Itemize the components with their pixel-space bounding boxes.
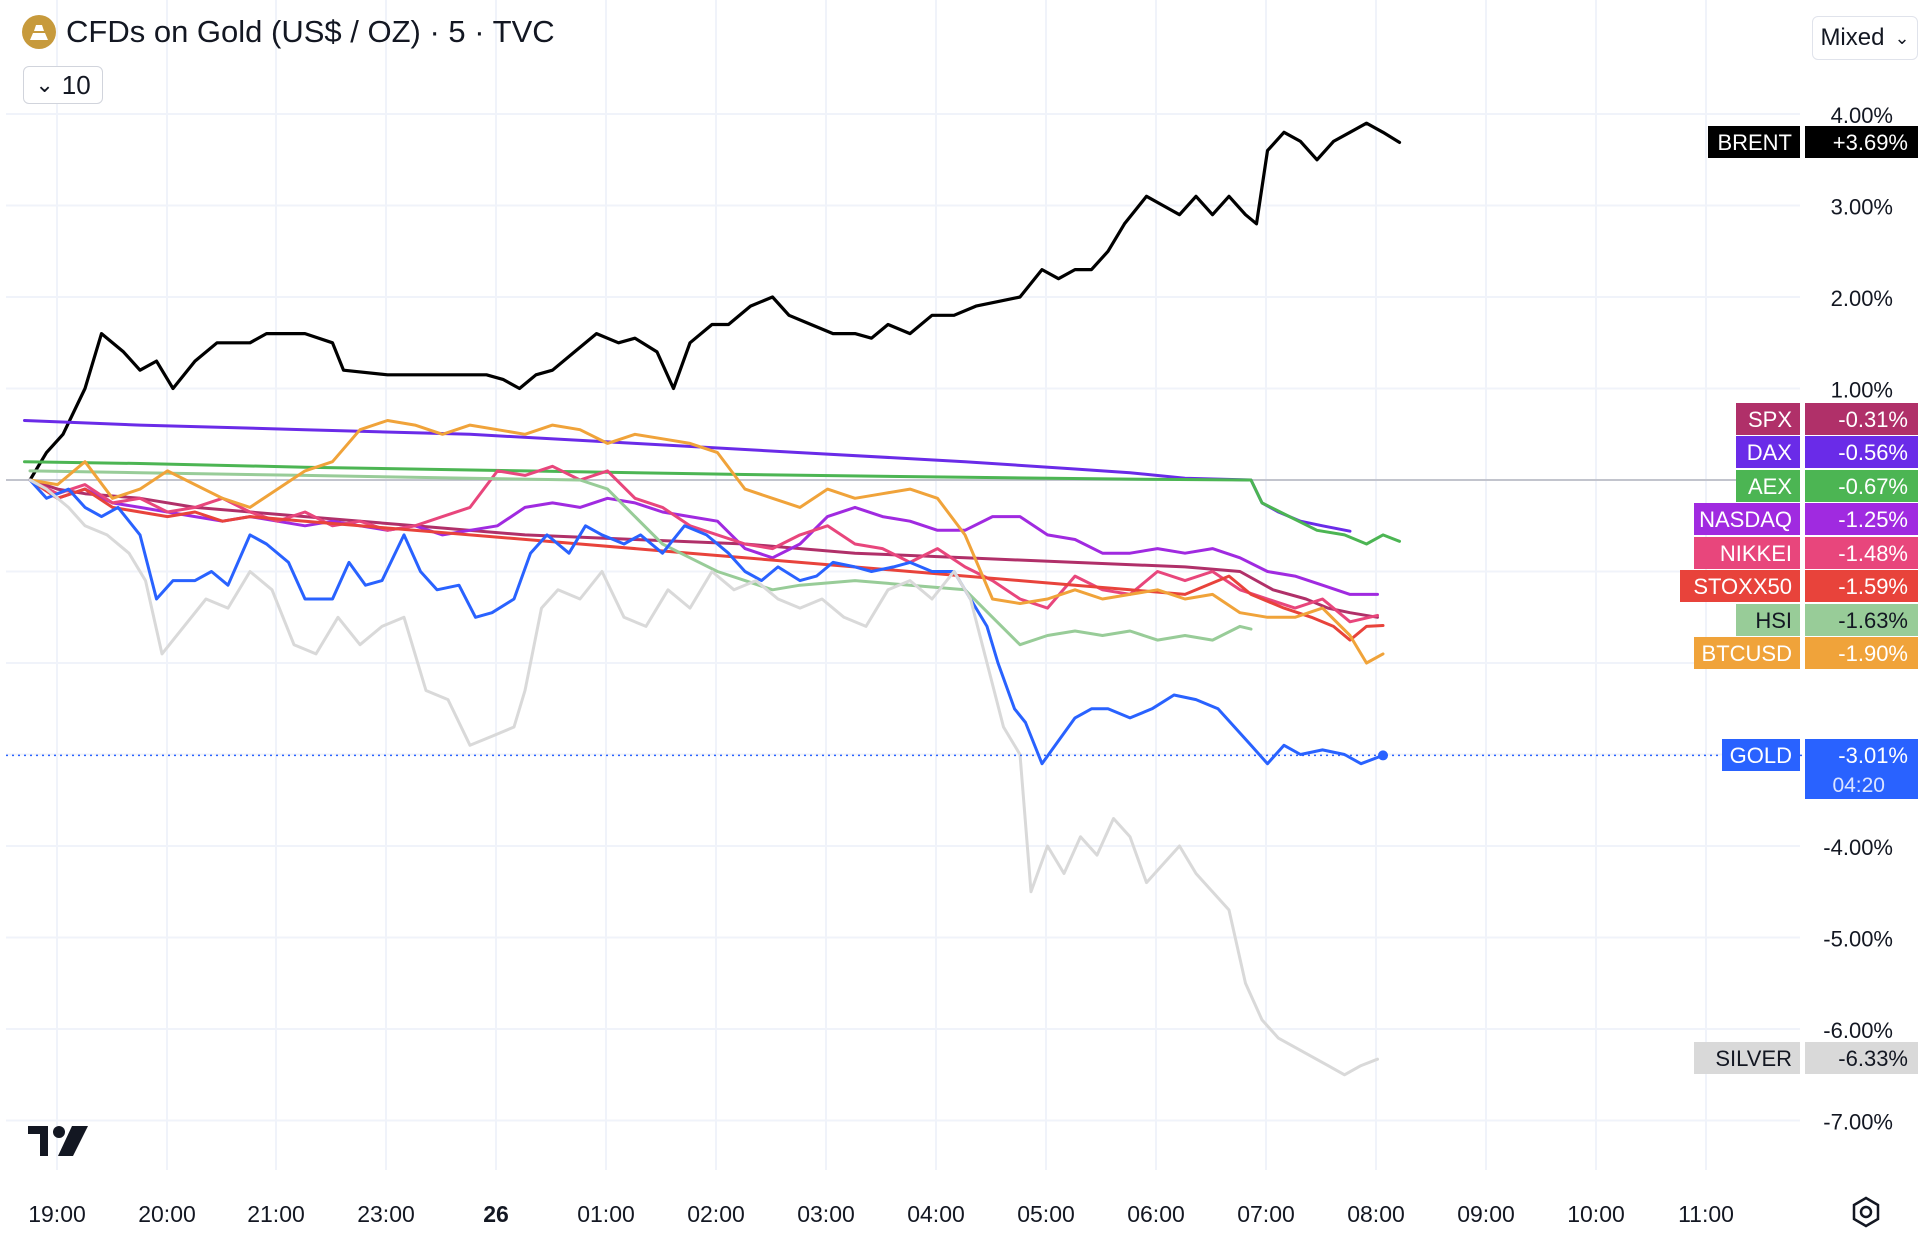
- y-axis: 4.00% 3.00% 2.00% 1.00% -4.00% -5.00% -6.00% -7…: [1823, 103, 1893, 1135]
- x-tick-label: 08:00: [1347, 1201, 1405, 1227]
- x-tick-label: 26: [483, 1201, 509, 1227]
- series-tag-name: AEX: [1748, 474, 1792, 499]
- series-tag-name: GOLD: [1730, 743, 1792, 768]
- series-tag-value: -1.90%: [1838, 641, 1908, 666]
- series-tag-name-bg: [1736, 604, 1800, 636]
- series-line-stoxx50: [28, 478, 1385, 642]
- series-tag-name-bg: [1694, 637, 1800, 669]
- series-tag-name-bg: [1680, 570, 1800, 602]
- series-tag-value: -1.48%: [1838, 541, 1908, 566]
- x-tick-label: 11:00: [1678, 1201, 1734, 1227]
- x-tick-label: 06:00: [1127, 1201, 1185, 1227]
- series-line-brent: [28, 121, 1402, 482]
- y-tick-label: 4.00%: [1831, 103, 1893, 128]
- series-line-nikkei: [28, 464, 1379, 624]
- grid: [6, 0, 1800, 1170]
- series-tag-name: NASDAQ: [1699, 507, 1792, 532]
- series-tag-value: -3.01%: [1838, 743, 1908, 768]
- series-tag-name-bg: [1694, 537, 1800, 569]
- scale-mode-select[interactable]: Mixed ⌄: [1812, 16, 1918, 60]
- series-line-aex: [23, 460, 1401, 546]
- chevron-down-icon: ⌄: [35, 72, 54, 97]
- chart-title-bar[interactable]: CFDs on Gold (US$ / OZ) · 5 · TVC: [22, 14, 555, 50]
- x-tick-label: 23:00: [357, 1201, 415, 1227]
- series-tag-value-bg: [1805, 604, 1918, 636]
- scale-mode-label: Mixed: [1820, 24, 1885, 51]
- y-tick-label: -7.00%: [1823, 1110, 1893, 1135]
- series-tag-name: SILVER: [1715, 1046, 1792, 1071]
- indicators-toggle-button[interactable]: ⌄ 10: [23, 66, 103, 104]
- series-lines: [23, 121, 1402, 1077]
- series-tag-value: -0.31%: [1838, 407, 1908, 432]
- series-tag-value: -1.25%: [1838, 507, 1908, 532]
- series-tag-name-bg: [1736, 470, 1800, 502]
- series-tag-name-bg: [1736, 403, 1800, 435]
- x-tick-label: 05:00: [1017, 1201, 1075, 1227]
- y-tick-label: 1.00%: [1831, 378, 1893, 403]
- x-tick-label: 20:00: [138, 1201, 196, 1227]
- series-line-gold: [28, 478, 1385, 766]
- series-tag-value: +3.69%: [1833, 130, 1908, 155]
- series-tag-name: NIKKEI: [1720, 541, 1792, 566]
- y-tick-label: 2.00%: [1831, 286, 1893, 311]
- series-tag-value-bg: [1805, 537, 1918, 569]
- series-tag-value: -0.56%: [1838, 440, 1908, 465]
- x-tick-label: 03:00: [797, 1201, 855, 1227]
- series-line-spx: [28, 478, 1379, 619]
- chart-title: CFDs on Gold (US$ / OZ) · 5 · TVC: [66, 14, 555, 49]
- series-tag-value: -0.67%: [1838, 474, 1908, 499]
- y-tick-label: 3.00%: [1831, 195, 1893, 220]
- series-line-btcusd: [28, 419, 1385, 665]
- current-price-dot: [1378, 750, 1388, 761]
- chevron-down-icon: ⌄: [1894, 27, 1910, 48]
- series-tag-value: -1.63%: [1838, 608, 1908, 633]
- series-tag-value-bg: [1805, 570, 1918, 602]
- series-tag-name: DAX: [1747, 440, 1793, 465]
- series-tag-countdown: 04:20: [1832, 774, 1885, 797]
- series-tag-name: BTCUSD: [1702, 641, 1792, 666]
- series-tag-name: STOXX50: [1693, 574, 1792, 599]
- x-tick-label: 04:00: [907, 1201, 965, 1227]
- x-tick-label: 21:00: [247, 1201, 305, 1227]
- series-tag-value: -1.59%: [1838, 574, 1908, 599]
- gold-bars-icon: [22, 15, 56, 49]
- series-tag-value-bg: [1805, 1042, 1918, 1074]
- series-tags: BRENT +3.69% SPX -0.31% DAX -0.56% AEX -0.67% NA…: [1680, 126, 1918, 1074]
- gear-icon[interactable]: [1852, 1196, 1880, 1228]
- x-tick-label: 07:00: [1237, 1201, 1295, 1227]
- series-tag-value-bg: [1805, 403, 1918, 435]
- series-tag-value-bg: [1805, 503, 1918, 535]
- series-tag-value: -6.33%: [1838, 1046, 1908, 1071]
- series-line-silver: [28, 478, 1379, 1077]
- series-tag-value-bg: [1805, 739, 1918, 771]
- x-tick-label: 19:00: [28, 1201, 86, 1227]
- x-axis: 19:00 20:00 21:00 23:00 26 01:00 02:00 03:00 04:…: [28, 1201, 1734, 1227]
- series-tag-name-bg: [1736, 436, 1800, 468]
- series-tag-value-bg: [1805, 436, 1918, 468]
- series-tag-name: SPX: [1748, 407, 1792, 432]
- tradingview-logo-icon: [28, 1126, 88, 1156]
- series-tag-name: BRENT: [1717, 130, 1792, 155]
- series-tag-countdown-bg: [1805, 771, 1918, 799]
- series-tag-value-bg: [1805, 126, 1918, 158]
- y-tick-label: -4.00%: [1823, 835, 1893, 860]
- y-tick-label: -5.00%: [1823, 927, 1893, 952]
- y-tick-label: -6.00%: [1823, 1018, 1893, 1043]
- series-tag-value-bg: [1805, 637, 1918, 669]
- indicators-count: 10: [61, 69, 91, 100]
- x-tick-label: 10:00: [1567, 1201, 1625, 1227]
- x-tick-label: 01:00: [577, 1201, 635, 1227]
- series-tag-name-bg: [1722, 739, 1800, 771]
- x-tick-label: 02:00: [687, 1201, 745, 1227]
- series-tag-name-bg: [1694, 1042, 1800, 1074]
- series-tag-value-bg: [1805, 470, 1918, 502]
- series-tag-name-bg: [1694, 503, 1800, 535]
- series-line-hsi: [28, 469, 1253, 647]
- x-tick-label: 09:00: [1457, 1201, 1515, 1227]
- series-line-dax: [23, 419, 1352, 533]
- series-tag-name-bg: [1708, 126, 1800, 158]
- series-tag-name: HSI: [1755, 608, 1792, 633]
